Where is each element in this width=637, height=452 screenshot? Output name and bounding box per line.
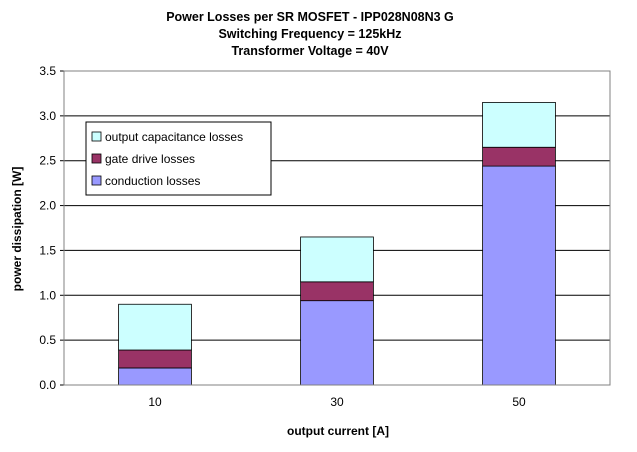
bar-segment-gate-drive-losses — [118, 349, 192, 369]
y-tick-label: 2.0 — [39, 199, 56, 213]
legend-label: gate drive losses — [105, 152, 195, 166]
legend-swatch — [91, 153, 102, 164]
y-tick-label: 1.0 — [39, 288, 56, 302]
x-tick-label: 50 — [512, 395, 526, 409]
bars — [118, 102, 556, 386]
x-tick-label: 30 — [330, 395, 344, 409]
y-tick-label: 2.5 — [39, 154, 56, 168]
bar-segment-output-capacitance-losses — [300, 236, 374, 283]
x-axis-label: output current [A] — [287, 424, 389, 438]
y-tick-label: 3.0 — [39, 109, 56, 123]
y-tick-label: 3.5 — [39, 64, 56, 78]
bar-segment-conduction-losses — [118, 367, 192, 386]
bar-segment-output-capacitance-losses — [118, 303, 192, 351]
y-tick-label: 1.5 — [39, 243, 56, 257]
bar-segment-gate-drive-losses — [300, 281, 374, 302]
legend-label: conduction losses — [105, 174, 200, 188]
title-line-1: Power Losses per SR MOSFET - IPP028N08N3… — [166, 10, 454, 24]
bar-segment-gate-drive-losses — [482, 146, 556, 167]
legend-box — [85, 121, 272, 196]
legend-label: output capacitance losses — [105, 130, 243, 144]
legend: output capacitance losses gate drive loss… — [85, 121, 272, 196]
chart-title: Power Losses per SR MOSFET - IPP028N08N3… — [166, 10, 454, 58]
y-axis-label: power dissipation [W] — [10, 167, 24, 292]
legend-swatch — [91, 175, 102, 186]
y-tick-label: 0.5 — [39, 333, 56, 347]
x-tick-label: 10 — [148, 395, 162, 409]
bar-segment-conduction-losses — [300, 300, 374, 386]
legend-swatch — [91, 131, 102, 142]
bar-segment-conduction-losses — [482, 165, 556, 386]
title-line-3: Transformer Voltage = 40V — [231, 44, 389, 58]
title-line-2: Switching Frequency = 125kHz — [218, 27, 401, 41]
x-axis-ticks: 10 30 50 — [148, 395, 526, 409]
plot-area-frame — [63, 70, 611, 386]
y-tick-label: 0.0 — [39, 378, 56, 392]
y-axis-ticks: 0.0 0.5 1.0 1.5 2.0 2.5 3.0 3.5 — [39, 64, 64, 392]
bar-segment-output-capacitance-losses — [482, 102, 556, 148]
